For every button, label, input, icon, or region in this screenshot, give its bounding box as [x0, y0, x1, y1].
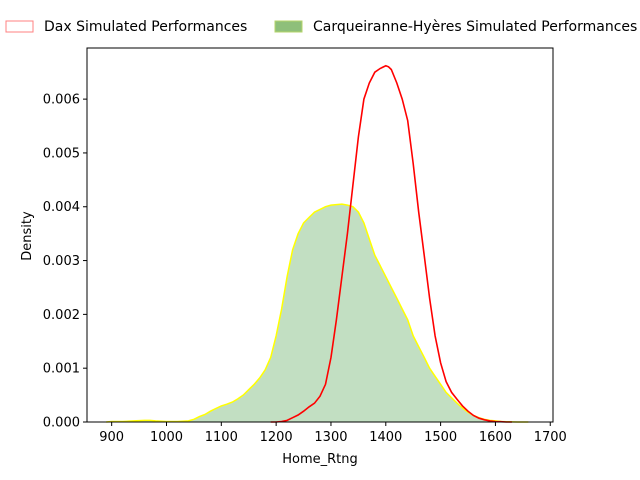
- y-tick-label: 0.003: [43, 254, 80, 269]
- x-tick-label: 1000: [150, 430, 183, 445]
- y-tick-label: 0.001: [43, 362, 80, 377]
- carqueiranne-density-line: [106, 203, 529, 423]
- legend-label-carqueiranne: Carqueiranne-Hyères Simulated Performanc…: [313, 19, 637, 35]
- x-tick-label: 1200: [260, 430, 293, 445]
- axes-frame: [86, 47, 554, 423]
- plot-area: [106, 64, 529, 423]
- x-tick-label: 900: [99, 430, 124, 445]
- y-axis-label: Density: [20, 211, 35, 261]
- y-tick-label: 0.005: [43, 146, 80, 161]
- x-tick-label: 1300: [314, 430, 347, 445]
- x-tick-label: 1700: [534, 430, 567, 445]
- legend-swatch-dax: [5, 20, 34, 33]
- x-tick-label: 1600: [479, 430, 512, 445]
- legend-swatch-carqueiranne: [274, 20, 303, 33]
- y-tick-label: 0.006: [43, 93, 80, 108]
- legend: Dax Simulated Performances Carqueiranne-…: [5, 19, 637, 35]
- y-axis: 0.000 0.001 0.002 0.003 0.004 0.005 0.006: [43, 93, 87, 431]
- x-axis: 900 1000 1100 1200 1300 1400 1500 1600 1700: [99, 422, 567, 445]
- y-tick-label: 0.002: [43, 308, 80, 323]
- x-tick-label: 1100: [205, 430, 238, 445]
- y-tick-label: 0.004: [43, 200, 80, 215]
- x-tick-label: 1400: [369, 430, 402, 445]
- legend-label-dax: Dax Simulated Performances: [44, 19, 247, 35]
- y-tick-label: 0.000: [43, 416, 80, 431]
- x-axis-label: Home_Rtng: [282, 452, 358, 467]
- carqueiranne-density-area: [106, 204, 529, 422]
- dax-density-line: [270, 64, 512, 423]
- x-tick-label: 1500: [424, 430, 457, 445]
